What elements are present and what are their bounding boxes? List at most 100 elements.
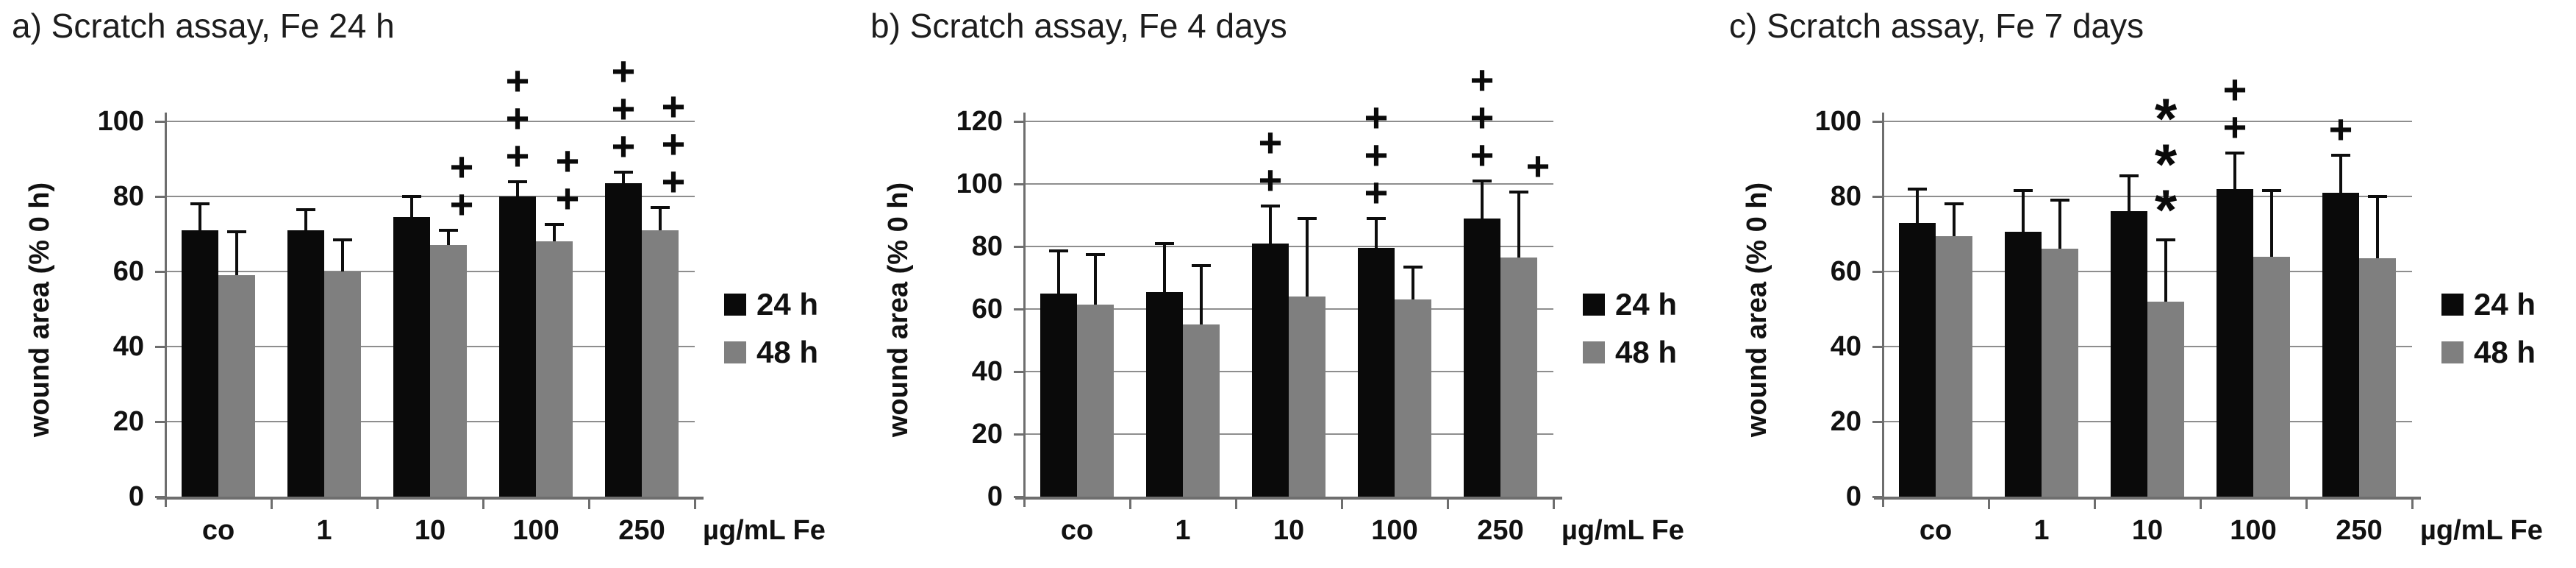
bar-24h: [2005, 232, 2042, 497]
error-bar: [341, 239, 344, 271]
legend-item-24h: 24 h: [2441, 287, 2536, 322]
error-bar-cap: [1192, 263, 1211, 267]
bar-48h: [1936, 235, 1972, 497]
y-axis-line: [1023, 113, 1026, 507]
bar-24h: [499, 196, 536, 497]
x-tick-label: 10: [2131, 515, 2164, 546]
x-tick-mark: [482, 500, 484, 509]
plot-area: 0 20 40 60 80 100 co 1 10 + + 100 + + + + + 250 + + + +…: [0, 0, 859, 568]
x-tick-mark: [1235, 500, 1237, 509]
error-bar: [198, 204, 201, 230]
y-tick-label: 60: [112, 256, 144, 287]
bar-24h: [1252, 243, 1289, 497]
plot-area: 0 20 40 60 80 100 120 co 1 10 + + 100 + + + 250 + + + +…: [859, 0, 1717, 568]
legend-item-48h: 48 h: [2441, 335, 2536, 369]
error-bar-cap: [2331, 153, 2350, 157]
y-tick-label: 40: [971, 356, 1003, 387]
error-bar: [410, 196, 413, 218]
error-bar: [1412, 266, 1414, 300]
error-bar-cap: [1367, 216, 1386, 220]
legend-swatch-24h-icon: [2441, 294, 2464, 316]
x-tick-mark: [2305, 500, 2308, 509]
significance-annotation: + +: [555, 138, 580, 222]
bar-48h: [2042, 249, 2078, 497]
gridline-100: [165, 121, 695, 122]
y-tick-label: 100: [97, 106, 144, 137]
legend-swatch-24h-icon: [1583, 294, 1605, 316]
error-bar: [1057, 251, 1060, 294]
significance-annotation: * * *: [2154, 85, 2178, 242]
y-tick-mark: [1014, 246, 1024, 248]
bar-24h: [393, 217, 430, 497]
error-bar-cap: [1049, 249, 1068, 253]
error-bar-cap: [1473, 179, 1492, 182]
x-tick-mark: [271, 500, 273, 509]
y-tick-mark: [155, 346, 165, 348]
error-bar: [659, 207, 662, 230]
error-bar-cap: [1155, 241, 1174, 245]
x-tick-mark: [1129, 500, 1131, 509]
legend-swatch-48h-icon: [1583, 341, 1605, 363]
x-tick-label: co: [1060, 515, 1094, 546]
y-tick-mark: [1014, 183, 1024, 185]
legend-label-24h: 24 h: [2474, 287, 2536, 322]
error-bar: [1375, 218, 1378, 249]
panel-title: c) Scratch assay, Fe 7 days: [1729, 7, 2144, 45]
legend: 24 h 48 h: [724, 287, 818, 384]
significance-annotation: +: [2328, 105, 2353, 152]
bar-24h: [2217, 188, 2253, 497]
x-axis-line: [1874, 497, 2421, 500]
x-tick-mark: [2411, 500, 2414, 509]
error-bar-cap: [2119, 174, 2139, 177]
y-tick-mark: [155, 196, 165, 198]
bar-48h: [1289, 297, 1325, 497]
significance-annotation: + + +: [505, 57, 530, 179]
x-tick-label: co: [201, 515, 235, 546]
x-axis-line: [1015, 497, 1562, 500]
x-tick-label: 10: [1273, 515, 1305, 546]
bar-24h: [1358, 248, 1395, 497]
x-tick-label: 10: [414, 515, 446, 546]
significance-annotation: + + +: [1470, 56, 1495, 178]
bar-48h: [218, 275, 255, 497]
y-tick-mark: [1872, 346, 1883, 348]
error-bar-cap: [1403, 265, 1423, 269]
x-tick-label: 100: [512, 515, 559, 546]
error-bar-cap: [227, 230, 246, 234]
error-bar: [1163, 243, 1166, 292]
x-tick-mark: [588, 500, 590, 509]
error-bar-cap: [2156, 238, 2175, 241]
y-tick-label: 20: [1830, 406, 1861, 437]
error-bar-cap: [333, 238, 352, 241]
y-tick-label: 20: [112, 406, 144, 437]
x-tick-label: 250: [618, 515, 665, 546]
error-bar: [1306, 218, 1309, 297]
error-bar: [235, 232, 238, 276]
x-tick-label: co: [1919, 515, 1953, 546]
bar-24h: [287, 230, 324, 497]
error-bar-cap: [1086, 252, 1105, 256]
significance-annotation: + + +: [611, 47, 636, 169]
bar-24h: [1899, 222, 1936, 497]
error-bar: [1094, 254, 1097, 305]
significance-annotation: + + +: [661, 83, 686, 205]
error-bar: [304, 209, 307, 230]
legend-swatch-48h-icon: [2441, 341, 2464, 363]
x-tick-label: 250: [2336, 515, 2383, 546]
error-bar-cap: [1261, 204, 1280, 207]
error-bar-cap: [439, 228, 458, 232]
error-bar-cap: [2050, 199, 2069, 202]
significance-annotation: +: [1525, 142, 1550, 189]
error-bar-cap: [190, 202, 210, 206]
legend: 24 h 48 h: [1583, 287, 1678, 384]
legend-swatch-24h-icon: [724, 294, 746, 316]
y-tick-label: 0: [1845, 481, 1861, 512]
error-bar-cap: [1944, 202, 1964, 206]
y-tick-mark: [1014, 433, 1024, 436]
gridline-80: [165, 196, 695, 197]
legend-label-24h: 24 h: [1615, 287, 1678, 322]
gridline-80: [1883, 196, 2412, 197]
panel-a: a) Scratch assay, Fe 24 h wound area (% …: [0, 0, 859, 568]
error-bar-cap: [545, 223, 564, 227]
error-bar: [2058, 200, 2061, 249]
